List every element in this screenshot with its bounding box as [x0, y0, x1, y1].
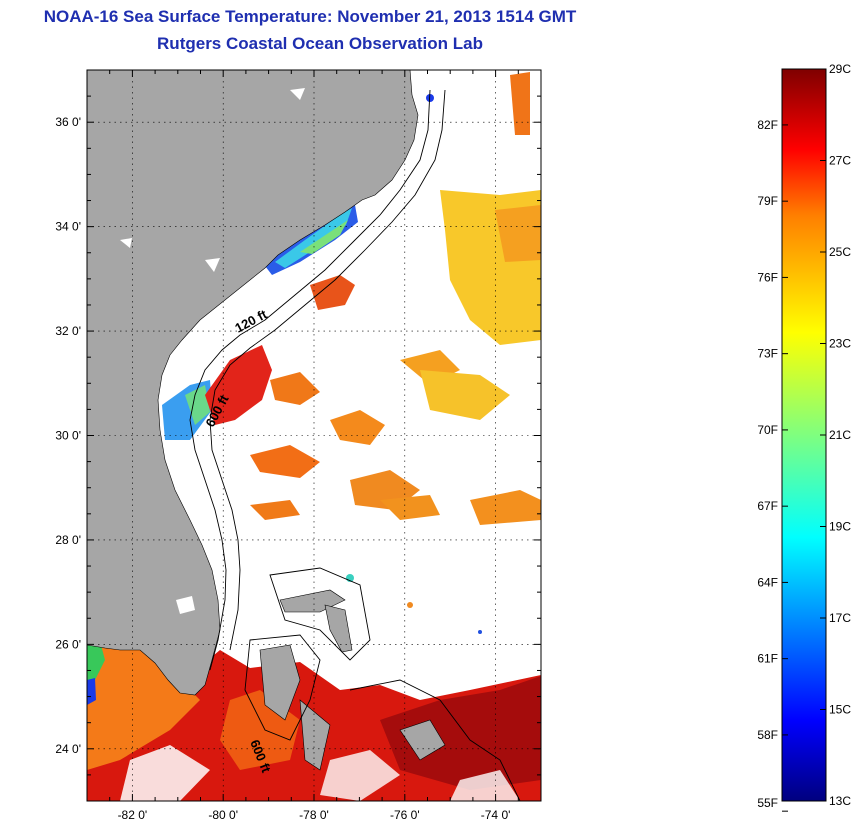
sst-patch-gulfstream-orange-1: [310, 275, 355, 310]
sst-patch-orange-2: [270, 372, 320, 405]
sst-patch-orange-6: [470, 490, 541, 525]
sst-patch-gulf-blue: [87, 678, 96, 705]
land-cuba-east: [399, 719, 446, 761]
colorbar-f-label: 61F: [757, 652, 778, 666]
land-bahamas-abaco: [324, 604, 353, 653]
contour-andros: [244, 634, 321, 741]
lon-label: -82 0': [118, 808, 148, 822]
contour-120ft: [189, 89, 431, 671]
map-subtitle: Rutgers Coastal Ocean Observation Lab: [157, 34, 483, 53]
colorbar-f-label: 67F: [757, 499, 778, 513]
colorbar-c-label: 13C: [829, 794, 851, 808]
sst-patch-gulfstream-red: [205, 345, 272, 425]
colorbar-celsius-labels: 29C 27C 25C 23C 21C 19C 17C 15C 13C: [820, 62, 851, 808]
colorbar-c-label: 29C: [829, 62, 851, 76]
colorbar-f-label: 79F: [757, 194, 778, 208]
sst-patch-orange-10: [380, 495, 440, 520]
colorbar-c-label: 25C: [829, 245, 851, 259]
sst-patch-orange-4: [250, 445, 320, 478]
bathymetry-contours: [189, 89, 521, 801]
sst-patch-carolina-green: [300, 220, 348, 254]
colorbar-fahrenheit-labels: 82F 79F 76F 73F 70F 67F 64F 61F 58F 55F: [757, 118, 788, 812]
lat-label: 30 0': [55, 429, 81, 443]
map-gridlines: [87, 70, 541, 801]
sst-speck-2: [407, 602, 413, 608]
colorbar-c-label: 15C: [829, 703, 851, 717]
lat-label: 32 0': [55, 324, 81, 338]
colorbar-f-label: 76F: [757, 270, 778, 284]
colorbar-f-label: 64F: [757, 575, 778, 589]
lon-label: -80 0': [208, 808, 238, 822]
latitude-labels: 36 0' 34 0' 32 0' 30 0' 28 0' 26 0' 24 0': [55, 115, 81, 756]
sst-patch-orange-3: [330, 410, 385, 445]
lat-label: 28 0': [55, 533, 81, 547]
lake-speck-1: [120, 238, 132, 248]
colorbar-c-label: 19C: [829, 520, 851, 534]
contour-bahamas: [269, 567, 371, 661]
lon-label: -76 0': [390, 808, 420, 822]
colorbar-c-label: 23C: [829, 337, 851, 351]
lat-label: 26 0': [55, 637, 81, 651]
sst-patch-georgia-green: [185, 385, 210, 425]
lat-label: 34 0': [55, 220, 81, 234]
sst-patch-yellow-2: [420, 370, 510, 420]
lake-speck-3: [290, 88, 305, 100]
colorbar-f-label: 82F: [757, 118, 778, 132]
land-southeast-us: [87, 70, 419, 696]
sst-patch-orange-ne: [495, 205, 541, 262]
lake-speck-2: [205, 258, 220, 272]
cloud-patch-2: [320, 750, 400, 801]
sst-patch-orange-9: [510, 72, 530, 135]
colorbar-c-label: 27C: [829, 154, 851, 168]
contour-600ft: [209, 89, 446, 651]
longitude-labels: -82 0' -80 0' -78 0' -76 0' -74 0': [118, 808, 511, 822]
lon-label: -74 0': [481, 808, 511, 822]
colorbar-c-label: 21C: [829, 428, 851, 442]
map-tick-marks: [86, 69, 542, 802]
lat-label: 36 0': [55, 115, 81, 129]
land-andros: [259, 644, 301, 721]
colorbar-c-label: 17C: [829, 611, 851, 625]
land-bahamas-islands: [299, 699, 331, 771]
colorbar-f-label: 58F: [757, 728, 778, 742]
lake-okeechobee: [176, 596, 195, 614]
colorbar-f-label: 55F: [757, 796, 778, 810]
colorbar-f-label: 70F: [757, 423, 778, 437]
map-title: NOAA-16 Sea Surface Temperature: Novembe…: [43, 7, 577, 26]
lon-label: -78 0': [299, 808, 329, 822]
sst-patch-orange-7: [250, 500, 300, 520]
contour-south: [349, 679, 521, 801]
sst-patch-carolina-cyan: [275, 208, 352, 268]
cloud-patch-1: [120, 745, 210, 801]
colorbar: [781, 68, 827, 802]
cloud-patch-3: [450, 770, 520, 801]
sst-speck-3: [478, 630, 482, 634]
lat-label: 24 0': [55, 742, 81, 756]
colorbar-f-label: 73F: [757, 347, 778, 361]
